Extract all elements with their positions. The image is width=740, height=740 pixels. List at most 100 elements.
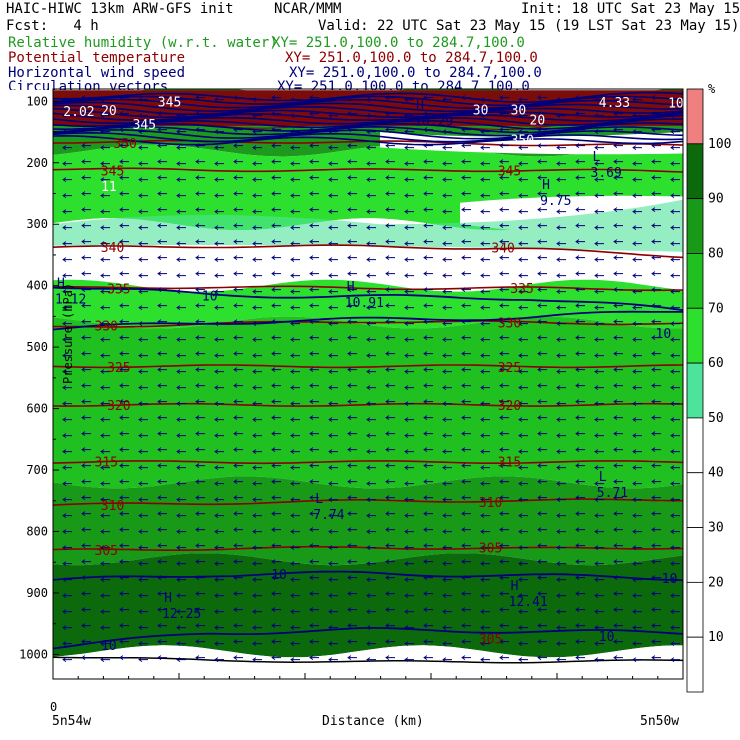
circulation-vector — [347, 175, 357, 181]
circulation-vector — [100, 273, 110, 279]
circulation-vector — [347, 111, 357, 117]
wind-label: 10 — [656, 327, 672, 342]
circulation-vector — [233, 319, 243, 325]
circulation-vector — [632, 177, 642, 183]
theta-label: 325 — [107, 361, 130, 376]
theta-label: 335 — [510, 282, 533, 297]
circulation-vector — [62, 449, 72, 455]
y-tick-label: 100 — [26, 94, 48, 108]
circulation-vector — [499, 495, 509, 501]
circulation-vector — [385, 559, 395, 565]
circulation-vector — [214, 289, 224, 295]
theta-label: 315 — [498, 455, 521, 470]
circulation-vector — [556, 593, 566, 599]
field-theta-label: Potential temperature — [8, 50, 186, 66]
circulation-vector — [195, 95, 205, 101]
circulation-vector — [499, 543, 509, 549]
circulation-vector — [423, 527, 433, 533]
circulation-vector — [214, 561, 224, 567]
circulation-vector — [594, 273, 604, 279]
circulation-vector — [556, 449, 566, 455]
circulation-vector — [670, 225, 680, 231]
circulation-vector — [81, 575, 91, 581]
circulation-vector — [518, 465, 528, 471]
circulation-vector — [442, 305, 452, 311]
circulation-vector — [176, 241, 186, 247]
circulation-vector — [404, 289, 414, 295]
circulation-vector — [366, 465, 376, 471]
circulation-vector — [81, 655, 91, 661]
circulation-vector — [594, 497, 604, 503]
circulation-vector — [366, 481, 376, 487]
circulation-vector — [233, 415, 243, 421]
circulation-vector — [480, 577, 490, 583]
circulation-vector — [556, 385, 566, 391]
circulation-vector — [328, 529, 338, 535]
colorbar-swatch — [686, 253, 704, 309]
circulation-vector — [613, 639, 623, 645]
circulation-vector — [176, 129, 186, 135]
circulation-vector — [233, 527, 243, 533]
circulation-vector — [157, 431, 167, 437]
circulation-vector — [537, 207, 547, 213]
circulation-vector — [138, 401, 148, 407]
circulation-vector — [233, 575, 243, 581]
circulation-vector — [176, 417, 186, 423]
circulation-vector — [138, 641, 148, 647]
circulation-vector — [518, 481, 528, 487]
circulation-vector — [442, 97, 452, 103]
circulation-vector — [423, 479, 433, 485]
circulation-vector — [233, 127, 243, 133]
y-tick-label: 500 — [26, 340, 48, 354]
circulation-vector — [651, 287, 661, 293]
circulation-vector — [100, 625, 110, 631]
circulation-vector — [423, 447, 433, 453]
circulation-vector — [214, 145, 224, 151]
circulation-vector — [670, 273, 680, 279]
circulation-vector — [385, 607, 395, 613]
circulation-vector — [119, 623, 129, 629]
colorbar-swatch — [686, 472, 704, 528]
circulation-vector — [328, 321, 338, 327]
circulation-vector — [309, 431, 319, 437]
x-end-label: 5n50w — [640, 714, 679, 729]
circulation-vector — [290, 609, 300, 615]
circulation-vector — [632, 513, 642, 519]
circulation-vector — [442, 561, 452, 567]
circulation-vector — [138, 113, 148, 119]
circulation-vector — [613, 559, 623, 565]
circulation-vector — [81, 335, 91, 341]
theta-label: 320 — [107, 399, 130, 414]
circulation-vector — [328, 545, 338, 551]
circulation-vector — [328, 625, 338, 631]
circulation-vector — [138, 161, 148, 167]
circulation-vector — [328, 209, 338, 215]
circulation-vector — [499, 271, 509, 277]
circulation-vector — [632, 321, 642, 327]
circulation-vector — [613, 191, 623, 197]
circulation-vector — [309, 383, 319, 389]
extremum-symbol: L — [593, 150, 601, 165]
theta-label: 310 — [101, 499, 124, 514]
circulation-vector — [556, 417, 566, 423]
circulation-vector — [119, 431, 129, 437]
circulation-vector — [328, 145, 338, 151]
circulation-vector — [81, 271, 91, 277]
circulation-vector — [404, 641, 414, 647]
circulation-vector — [214, 97, 224, 103]
circulation-vector — [347, 543, 357, 549]
circulation-vector — [537, 399, 547, 405]
circulation-vector — [309, 527, 319, 533]
circulation-vector — [670, 337, 680, 343]
circulation-vector — [366, 433, 376, 439]
x-axis-label: Distance (km) — [322, 714, 424, 729]
circulation-vector — [461, 591, 471, 597]
circulation-vector — [366, 337, 376, 343]
circulation-vector — [556, 273, 566, 279]
circulation-vector — [81, 543, 91, 549]
circulation-vector — [233, 111, 243, 117]
circulation-vector — [100, 113, 110, 119]
circulation-vector — [366, 241, 376, 247]
circulation-vector — [480, 177, 490, 183]
circulation-vector — [404, 369, 414, 375]
